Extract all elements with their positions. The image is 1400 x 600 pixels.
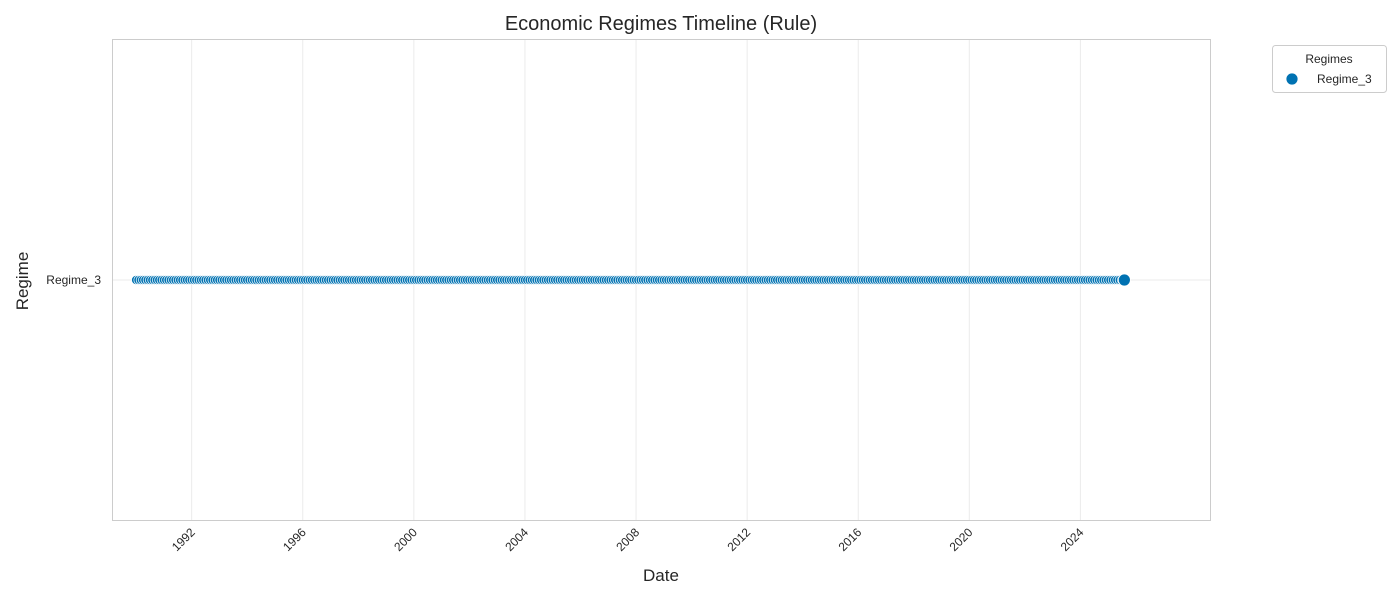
x-tick-label: 2020: [947, 525, 976, 554]
x-tick-label: 1996: [280, 525, 309, 554]
x-tick-label: 2012: [724, 525, 753, 554]
x-tick-label: 2004: [502, 525, 531, 554]
legend-entries: Regime_3: [1285, 72, 1372, 86]
legend-frame: [1272, 45, 1387, 93]
legend-marker: [1285, 72, 1299, 86]
legend-label: Regime_3: [1317, 72, 1372, 86]
legend-title: Regimes: [1305, 52, 1352, 66]
y-axis-label: Regime: [13, 252, 32, 311]
y-axis-ticks: Regime_3: [46, 273, 101, 287]
x-tick-label: 1992: [169, 525, 198, 554]
data-point-last: [1117, 273, 1131, 287]
x-axis-label: Date: [643, 566, 679, 585]
x-tick-label: 2000: [391, 525, 420, 554]
x-tick-label: 2008: [613, 525, 642, 554]
x-tick-label: 2016: [836, 525, 865, 554]
legend: Regimes Regime_3: [1272, 45, 1387, 93]
chart-title: Economic Regimes Timeline (Rule): [505, 13, 817, 35]
data-points: [131, 273, 1131, 287]
x-axis-ticks: 1992 1996 2000 2004 2008 2012 2016 2020 2024: [169, 525, 1087, 554]
x-tick-label: 2024: [1058, 525, 1087, 554]
y-tick-label: Regime_3: [46, 273, 101, 287]
